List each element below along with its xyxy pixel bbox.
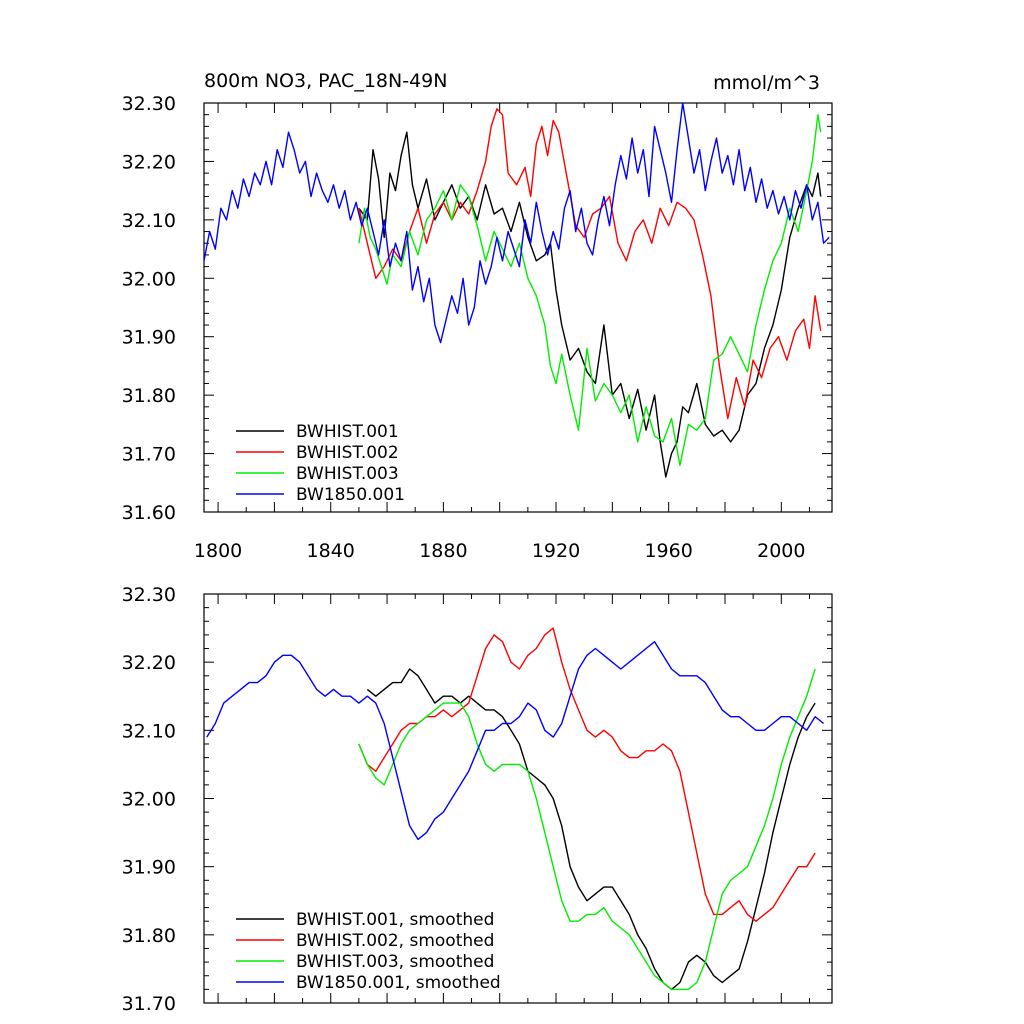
legend-label: BWHIST.003 <box>296 464 399 484</box>
x-tick-label: 1920 <box>532 540 580 562</box>
legend-label: BWHIST.001, smoothed <box>296 910 494 930</box>
legend-label: BW1850.001, smoothed <box>296 973 501 993</box>
x-tick-label: 2000 <box>757 540 805 562</box>
y-tick-label: 32.30 <box>122 93 176 115</box>
y-tick-label: 32.20 <box>122 151 176 173</box>
units-label: mmol/m^3 <box>713 72 820 94</box>
y-tick-label: 31.90 <box>122 327 176 349</box>
y-tick-label: 31.60 <box>122 502 176 524</box>
y-tick-label: 32.00 <box>122 789 176 811</box>
legend-label: BWHIST.002, smoothed <box>296 931 494 951</box>
series-line-1 <box>366 668 816 991</box>
plot-frame <box>203 102 833 513</box>
series-line-2 <box>358 108 822 420</box>
series-line-4 <box>203 102 830 344</box>
y-tick-label: 31.80 <box>122 385 176 407</box>
legend-label: BWHIST.003, smoothed <box>296 952 494 972</box>
x-tick-label: 1800 <box>194 540 242 562</box>
series-line-3 <box>358 113 822 466</box>
y-tick-label: 32.20 <box>122 652 176 674</box>
bottom-panel: 31.70 31.80 31.90 32.00 32.10 32.20 32.30 BWHIS… <box>122 584 833 1015</box>
x-tick-label: 1880 <box>419 540 467 562</box>
legend-label: BW1850.001 <box>296 485 405 505</box>
top-panel: 800m NO3, PAC_18N-49N mmol/m^3 31.60 31.7… <box>122 70 833 562</box>
y-tick-label: 31.90 <box>122 857 176 879</box>
y-tick-label: 31.80 <box>122 925 176 947</box>
y-tick-label: 32.10 <box>122 210 176 232</box>
x-tick-label: 1840 <box>307 540 355 562</box>
y-tick-label: 32.00 <box>122 268 176 290</box>
y-tick-label: 31.70 <box>122 993 176 1015</box>
legend-label: BWHIST.002 <box>296 443 399 463</box>
series-line-4 <box>206 641 825 841</box>
series-line-2 <box>358 627 816 922</box>
x-tick-label: 1960 <box>644 540 692 562</box>
y-tick-label: 32.10 <box>122 720 176 742</box>
series-line-1 <box>358 131 822 478</box>
legend-label: BWHIST.001 <box>296 422 399 442</box>
series-line-3 <box>358 668 816 991</box>
y-tick-label: 32.30 <box>122 584 176 606</box>
chart-title: 800m NO3, PAC_18N-49N <box>204 70 447 92</box>
y-tick-label: 31.70 <box>122 444 176 466</box>
